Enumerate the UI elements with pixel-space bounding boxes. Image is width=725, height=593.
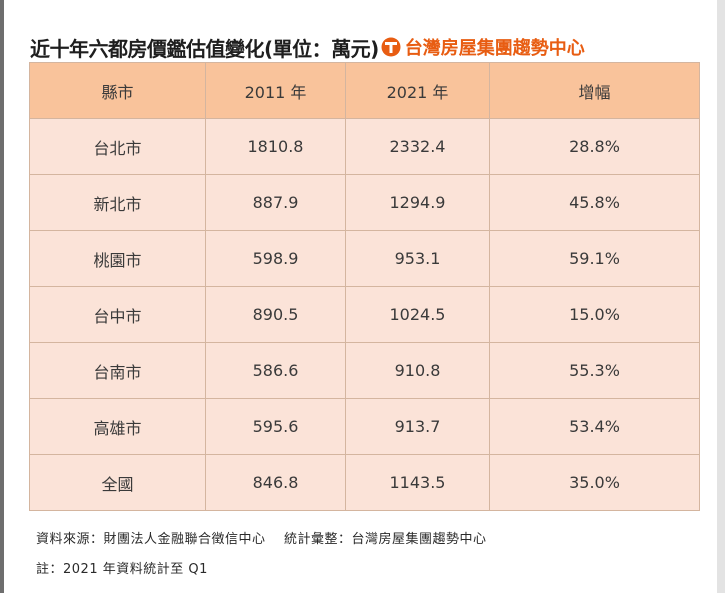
- header-cell-growth: 增幅: [489, 62, 700, 119]
- cell-growth: 28.8%: [489, 118, 700, 175]
- header-cell-2021: 2021 年: [345, 62, 490, 119]
- cell-growth: 55.3%: [489, 342, 700, 399]
- cell-city: 高雄市: [29, 398, 206, 455]
- table-row: 台中市 890.5 1024.5 15.0%: [29, 286, 700, 343]
- cell-value-2021: 2332.4: [345, 118, 490, 175]
- price-table: 縣市 2011 年 2021 年 增幅 台北市 1810.8 2332.4 28…: [29, 62, 700, 511]
- cell-value-2021: 953.1: [345, 230, 490, 287]
- cell-value-2011: 887.9: [205, 174, 346, 231]
- header: 近十年六都房價鑑估值變化(單位：萬元) 台灣房屋集團趨勢中心: [30, 32, 710, 62]
- cell-city: 台南市: [29, 342, 206, 399]
- brand-name: 台灣房屋集團趨勢中心: [404, 38, 585, 59]
- table-row: 全國 846.8 1143.5 35.0%: [29, 454, 700, 511]
- compiled-text: 統計彙整：台灣房屋集團趨勢中心: [284, 532, 487, 547]
- cell-city: 桃園市: [29, 230, 206, 287]
- cell-value-2011: 846.8: [205, 454, 346, 511]
- window-left-edge: [0, 0, 4, 593]
- cell-city: 台中市: [29, 286, 206, 343]
- cell-value-2011: 890.5: [205, 286, 346, 343]
- cell-value-2011: 595.6: [205, 398, 346, 455]
- header-cell-2011: 2011 年: [205, 62, 346, 119]
- table-row: 新北市 887.9 1294.9 45.8%: [29, 174, 700, 231]
- cell-growth: 45.8%: [489, 174, 700, 231]
- window-right-edge: [717, 0, 725, 593]
- cell-city: 全國: [29, 454, 206, 511]
- source-text: 資料來源：財團法人金融聯合徵信中心: [36, 532, 266, 547]
- table-row: 高雄市 595.6 913.7 53.4%: [29, 398, 700, 455]
- cell-growth: 35.0%: [489, 454, 700, 511]
- cell-city: 新北市: [29, 174, 206, 231]
- cell-value-2011: 586.6: [205, 342, 346, 399]
- header-cell-city: 縣市: [29, 62, 206, 119]
- chart-title: 近十年六都房價鑑估值變化(單位：萬元): [30, 36, 379, 61]
- cell-growth: 59.1%: [489, 230, 700, 287]
- cell-growth: 53.4%: [489, 398, 700, 455]
- brand-logo-icon: [381, 37, 401, 57]
- cell-value-2021: 1024.5: [345, 286, 490, 343]
- cell-city: 台北市: [29, 118, 206, 175]
- table-row: 桃園市 598.9 953.1 59.1%: [29, 230, 700, 287]
- table-row: 台南市 586.6 910.8 55.3%: [29, 342, 700, 399]
- cell-value-2021: 1294.9: [345, 174, 490, 231]
- cell-value-2021: 910.8: [345, 342, 490, 399]
- table-header-row: 縣市 2011 年 2021 年 增幅: [29, 62, 700, 119]
- table-row: 台北市 1810.8 2332.4 28.8%: [29, 118, 700, 175]
- cell-value-2021: 1143.5: [345, 454, 490, 511]
- source-footnote: 資料來源：財團法人金融聯合徵信中心 統計彙整：台灣房屋集團趨勢中心: [36, 528, 487, 547]
- cell-value-2021: 913.7: [345, 398, 490, 455]
- cell-value-2011: 598.9: [205, 230, 346, 287]
- note-footnote: 註：2021 年資料統計至 Q1: [36, 562, 208, 577]
- cell-growth: 15.0%: [489, 286, 700, 343]
- cell-value-2011: 1810.8: [205, 118, 346, 175]
